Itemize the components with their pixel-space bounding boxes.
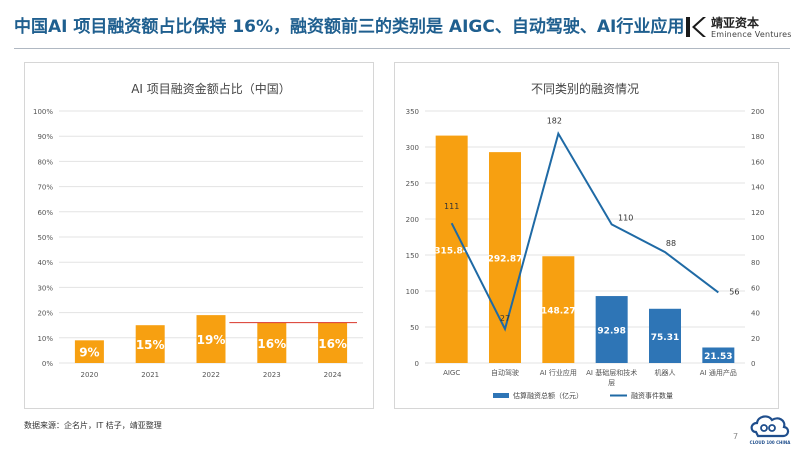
x-tick-label: 机器人	[655, 368, 676, 377]
y-tick-label: 20%	[37, 310, 53, 318]
data-source-note: 数据来源：企名片，IT 桔子，靖亚整理	[24, 421, 162, 430]
bar-AIGC	[435, 135, 468, 363]
x-tick-label: AIGC	[443, 369, 460, 377]
y-right-tick-label: 200	[751, 108, 764, 116]
cloud-100-logo-icon: CLOUD 100 CHINA	[750, 415, 792, 445]
x-tick-label: 2021	[141, 371, 159, 379]
bar-AI 基础层和技术层	[595, 296, 628, 363]
y-tick-label: 80%	[37, 158, 53, 166]
y-tick-label: 90%	[37, 133, 53, 141]
bar-value-label: 292.87	[488, 255, 523, 265]
chart-title: 不同类别的融资情况	[531, 81, 639, 96]
y-left-tick-label: 300	[406, 144, 419, 152]
y-tick-label: 60%	[37, 209, 53, 217]
legend-label-bars: 估算融资总额（亿元）	[513, 391, 583, 400]
y-tick-label: 40%	[37, 259, 53, 267]
x-tick-label: AI 行业应用	[540, 368, 577, 377]
bar-value-label: 15%	[136, 338, 165, 352]
y-tick-label: 100%	[33, 108, 53, 116]
legend-label-line: 融资事件数量	[631, 391, 673, 400]
bar-2020	[74, 340, 104, 363]
line-value-label: 27	[500, 314, 510, 323]
bar-AI 通用产品	[702, 347, 735, 363]
series-line-event-count	[450, 131, 719, 332]
company-logo: 靖亚资本 Eminence Ventures	[685, 12, 795, 44]
y-right-tick-label: 20	[751, 335, 760, 343]
page-number: 7	[733, 432, 739, 441]
bar-2023	[257, 322, 287, 363]
y-left-tick-label: 350	[406, 108, 419, 116]
title-divider	[14, 48, 790, 49]
x-tick-label: 自动驾驶	[491, 368, 519, 377]
y-right-tick-label: 120	[751, 209, 764, 217]
y-tick-label: 10%	[37, 335, 53, 343]
y-right-tick-label: 100	[751, 234, 764, 242]
x-tick-label: AI 通用产品	[700, 368, 737, 377]
line-value-label: 88	[666, 239, 676, 248]
bar-value-label: 92.98	[597, 327, 625, 337]
line-value-label: 56	[729, 287, 739, 296]
category-chart: 不同类别的融资情况 0 50 100 150 200 250 300 350 0 20 40 60 80 1…	[406, 81, 765, 400]
logo-mark-icon	[686, 17, 706, 37]
y-tick-label: 70%	[37, 184, 53, 192]
y-right-tick-label: 40	[751, 310, 760, 318]
y-right-tick-label: 80	[751, 259, 760, 267]
bar-value-label: 75.31	[651, 333, 679, 343]
bar-value-label: 16%	[318, 337, 347, 351]
y-left-tick-label: 50	[410, 324, 419, 332]
y-left-tick-label: 0	[415, 360, 419, 368]
x-tick-label: 2024	[324, 371, 342, 379]
y-tick-label: 30%	[37, 284, 53, 292]
y-left-tick-label: 150	[406, 252, 419, 260]
bar-2021	[135, 325, 165, 363]
y-right-tick-label: 140	[751, 184, 764, 192]
x-tick-label: 层	[608, 379, 615, 387]
bar-value-label: 315.84	[434, 246, 469, 256]
y-right-tick-label: 60	[751, 284, 760, 292]
y-tick-label: 0%	[42, 360, 53, 368]
page-title: 中国AI 项目融资额占比保持 16%，融资额前三的类别是 AIGC、自动驾驶、A…	[14, 17, 685, 37]
y-left-tick-label: 100	[406, 288, 419, 296]
bar-value-label: 16%	[257, 337, 286, 351]
logo-text-en: Eminence Ventures	[711, 30, 792, 39]
share-chart-panel: AI 项目融资金额占比（中国） 0% 10% 20% 30% 40% 50% 60% 70% 80…	[24, 62, 374, 409]
y-right-tick-label: 180	[751, 133, 764, 141]
bar-2024	[318, 322, 348, 363]
x-tick-label: 2020	[80, 371, 98, 379]
bar-AI 行业应用	[542, 256, 575, 363]
bar-value-label: 9%	[79, 346, 99, 360]
y-left-tick-label: 200	[406, 216, 419, 224]
bar-机器人	[649, 308, 681, 363]
legend-swatch-bars	[493, 393, 509, 398]
line-value-label: 110	[618, 213, 633, 222]
x-tick-label: AI 基础层和技术	[586, 368, 637, 377]
line-value-label: 111	[444, 202, 459, 211]
line-value-label: 182	[547, 117, 562, 126]
logo-text-cn: 靖亚资本	[711, 16, 760, 30]
bar-value-label: 21.53	[704, 352, 732, 362]
y-left-tick-label: 250	[406, 180, 419, 188]
cloud-100-logo-text: CLOUD 100 CHINA	[750, 440, 792, 445]
category-chart-panel: 不同类别的融资情况 0 50 100 150 200 250 300 350 0 20 40 60 80 1…	[394, 62, 779, 409]
x-tick-label: 2022	[202, 371, 220, 379]
y-right-tick-label: 160	[751, 158, 764, 166]
y-right-tick-label: 0	[751, 360, 755, 368]
bar-value-label: 19%	[197, 333, 226, 347]
chart-title: AI 项目融资金额占比（中国）	[131, 81, 291, 96]
x-tick-label: 2023	[263, 371, 281, 379]
share-chart: AI 项目融资金额占比（中国） 0% 10% 20% 30% 40% 50% 60% 70% 80…	[33, 81, 363, 379]
y-tick-label: 50%	[37, 234, 53, 242]
bar-value-label: 148.27	[541, 307, 576, 317]
bar-2022	[196, 315, 226, 363]
